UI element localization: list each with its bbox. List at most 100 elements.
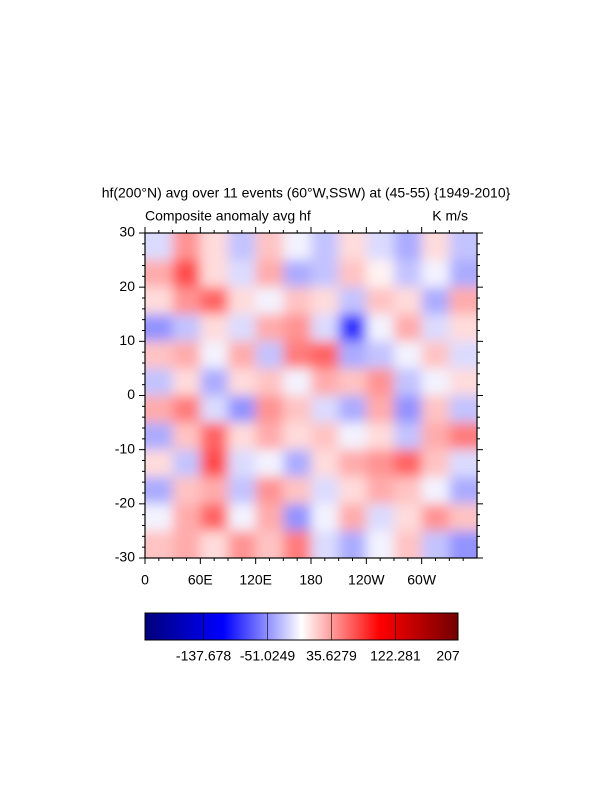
heat-cell (449, 503, 477, 531)
heat-cell (394, 449, 422, 477)
heat-cell (172, 341, 201, 369)
heat-cell (283, 314, 311, 342)
heat-cell (283, 260, 311, 288)
heat-cell (200, 287, 228, 315)
heat-cell (394, 314, 422, 342)
heat-cell (449, 287, 477, 315)
heat-cell (283, 368, 311, 396)
heat-cell (145, 422, 173, 450)
heat-cell (311, 503, 339, 531)
field-cells (145, 233, 477, 558)
heat-cell (338, 449, 367, 477)
heat-cell (421, 395, 450, 423)
heat-cell (283, 233, 311, 261)
heat-cell (145, 314, 173, 342)
heat-cell (394, 260, 422, 288)
heat-cell (366, 287, 394, 315)
heat-cell (200, 341, 228, 369)
heat-cell (394, 530, 422, 558)
heat-cell (311, 233, 339, 261)
heat-cell (338, 422, 367, 450)
heat-cell (338, 503, 367, 531)
heat-cell (421, 476, 450, 504)
heat-cell (172, 503, 201, 531)
heat-cell (366, 260, 394, 288)
heat-cell (255, 314, 284, 342)
heat-cell (228, 476, 256, 504)
heat-cell (200, 503, 228, 531)
heat-cell (145, 476, 173, 504)
heat-cell (172, 476, 201, 504)
heat-cell (200, 314, 228, 342)
heat-cell (394, 341, 422, 369)
heat-cell (338, 395, 367, 423)
heat-cell (449, 395, 477, 423)
heat-cell (311, 476, 339, 504)
heat-cell (366, 476, 394, 504)
heat-cell (228, 287, 256, 315)
heat-cell (449, 314, 477, 342)
heat-cell (255, 233, 284, 261)
heat-cell (145, 530, 173, 558)
heat-cell (255, 530, 284, 558)
y-tick-label: -10 (115, 440, 135, 456)
heat-cell (449, 530, 477, 558)
heat-cell (172, 314, 201, 342)
colorbar-label: 207 (436, 648, 460, 664)
heat-cell (449, 449, 477, 477)
colorbar-label: -137.678 (176, 648, 231, 664)
heat-cell (449, 422, 477, 450)
x-tick-label: 0 (141, 572, 149, 588)
colorbar-label: -51.0249 (240, 648, 295, 664)
heat-cell (421, 368, 450, 396)
heat-cell (366, 449, 394, 477)
heat-cell (255, 287, 284, 315)
heat-cell (449, 368, 477, 396)
heat-cell (366, 341, 394, 369)
heat-cell (311, 368, 339, 396)
heat-cell (228, 422, 256, 450)
x-tick-label: 60E (188, 572, 213, 588)
heat-cell (311, 530, 339, 558)
heat-cell (394, 422, 422, 450)
heat-cell (366, 503, 394, 531)
heat-cell (200, 368, 228, 396)
x-tick-label: 60W (407, 572, 437, 588)
heat-cell (283, 449, 311, 477)
heat-cell (200, 530, 228, 558)
heat-cell (366, 422, 394, 450)
heat-cell (311, 422, 339, 450)
heat-cell (311, 449, 339, 477)
heat-cell (394, 368, 422, 396)
heat-cell (394, 287, 422, 315)
heat-cell (200, 260, 228, 288)
heat-cell (283, 395, 311, 423)
heat-cell (172, 530, 201, 558)
heat-cell (200, 422, 228, 450)
heat-cell (172, 260, 201, 288)
heat-cell (366, 233, 394, 261)
field (145, 233, 477, 558)
heat-cell (338, 287, 367, 315)
y-tick-label: -20 (115, 495, 135, 511)
heat-cell (338, 341, 367, 369)
chart-title: hf(200°N) avg over 11 events (60°W,SSW) … (102, 185, 511, 201)
heat-cell (145, 368, 173, 396)
x-tick-label: 120W (348, 572, 385, 588)
heat-cell (421, 503, 450, 531)
heat-cell (449, 260, 477, 288)
heat-cell (311, 260, 339, 288)
heat-cell (366, 368, 394, 396)
heat-cell (421, 341, 450, 369)
heat-cell (366, 530, 394, 558)
heat-cell (255, 422, 284, 450)
heat-cell (200, 476, 228, 504)
y-tick-label: -30 (115, 549, 135, 565)
heat-cell (255, 503, 284, 531)
heat-cell (283, 287, 311, 315)
heat-cell (421, 530, 450, 558)
colorbar (144, 612, 459, 641)
heat-cell (228, 233, 256, 261)
heat-cell (338, 476, 367, 504)
heat-cell (228, 503, 256, 531)
